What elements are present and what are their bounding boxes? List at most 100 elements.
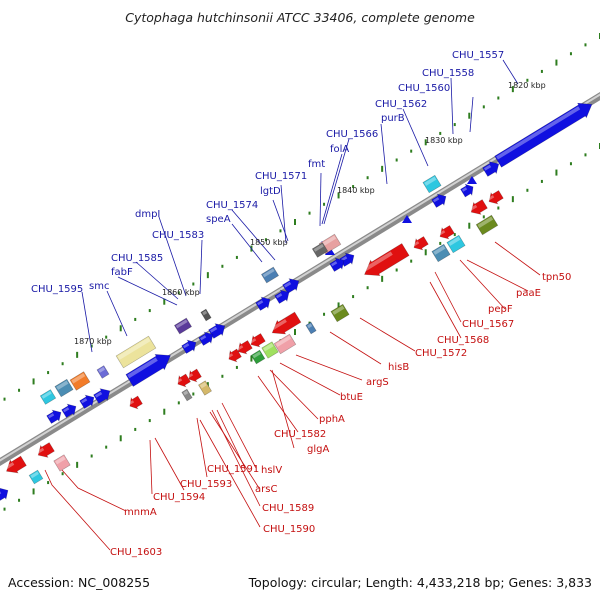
reverse-gene-arrow [237,340,253,355]
forward-gene-arrow [93,388,111,404]
forward-gene-label: fabF [111,267,133,278]
gene-block [305,321,317,335]
reverse-gene-arrow [227,348,242,363]
scale-tick [47,371,50,375]
forward-gene-arrow [494,102,593,168]
scale-tick [526,188,529,192]
scale-tick [308,211,311,215]
reverse-gene-label: mnmA [124,507,157,518]
forward-gene-label: folA [330,144,349,155]
reverse-gene-label: CHU_1567 [462,319,514,330]
forward-gene-arrow [482,161,500,177]
scale-tick [366,286,369,290]
reverse-gene-arrow [362,243,410,276]
forward-gene-labels: CHU_1557CHU_1558CHU_1560CHU_1562purBCHU_… [31,50,504,295]
leader-line [199,419,261,528]
forward-gene-label: CHU_1595 [31,284,83,295]
sequence-backbone [0,91,600,467]
leader-line [402,108,429,167]
forward-gene-label: smc [89,281,109,292]
gene-block [181,388,193,402]
reverse-gene-label: hisB [388,362,409,373]
scale-tick [90,344,93,348]
scale-tick [105,335,108,339]
forward-gene-label: purB [381,113,405,124]
forward-gene-arrow [460,183,474,198]
scale-tick [511,196,514,203]
scale-tick [192,282,195,286]
leader-line [502,59,519,85]
scale-tick [555,169,558,176]
reverse-gene-arrow [176,373,191,388]
reverse-gene-label: btuE [340,392,363,403]
reverse-gene-label: paaE [516,288,541,299]
scale-tick [163,298,166,305]
gene-block [69,371,91,391]
scale-tick [235,365,238,369]
forward-gene-label: CHU_1558 [422,68,474,79]
scale-tick [482,215,485,219]
leader-line [221,402,257,469]
leader-line [434,271,462,323]
scale-tick [381,275,384,282]
scale-tick [352,185,355,189]
leader-line [271,369,295,449]
genome-summary-text: Topology: circular; Length: 4,433,218 bp… [248,575,592,590]
reverse-gene-label: CHU_1603 [110,547,162,558]
scale-label: 1850 kbp [250,238,288,247]
forward-gene-arrow [255,296,271,311]
reverse-gene-label: CHU_1590 [263,524,315,535]
scale-tick [105,445,108,449]
gene-block [311,242,329,258]
forward-gene-arrow [402,215,412,223]
gene-block [261,266,279,284]
scale-tick [294,219,296,225]
accession-text: Accession: NC_008255 [8,575,150,590]
leader-line [279,362,341,396]
reverse-gene-arrow [439,225,455,240]
leader-line [196,417,208,478]
leader-line [321,153,343,225]
reverse-gene-label: pepF [488,304,513,315]
forward-gene-label: CHU_1571 [255,171,307,182]
scale-tick [61,472,64,476]
leader-line [494,241,541,276]
scale-label: 1860 kbp [162,288,200,297]
scale-tick [395,268,398,272]
forward-gene-label: CHU_1585 [111,253,163,264]
forward-gene-arrow [46,409,62,424]
gene-block [53,454,71,472]
scale-tick [323,312,326,316]
scale-tick [410,149,413,153]
forward-gene-arrow [181,339,197,354]
reverse-gene-label: hslV [261,465,282,476]
scale-tick [119,435,122,442]
leader-line [450,77,454,135]
label-leader-lines [44,59,541,551]
leader-line [429,281,462,339]
scale-tick [526,78,529,82]
forward-gene-label: CHU_1560 [398,83,450,94]
map-title: Cytophaga hutchinsonii ATCC 33406, compl… [125,10,475,25]
leader-line [117,276,178,306]
forward-gene-label: dmpI [135,209,160,220]
leader-line [359,317,416,352]
reverse-gene-label: CHU_1593 [180,479,232,490]
scale-tick [511,86,514,93]
scale-tick [3,507,6,511]
scale-tick [18,498,21,502]
leader-line [466,259,529,292]
reverse-gene-arrow [250,333,266,348]
leader-line [154,437,185,491]
scale-tick [148,309,151,313]
reverse-gene-label: glgA [307,444,329,455]
leader-line [459,259,506,310]
scale-tick [453,233,456,237]
scale-tick [337,192,340,199]
leader-line [81,291,93,353]
gene-block [431,243,451,263]
scale-labels: 1820 kbp 1830 kbp 1840 kbp 1850 kbp 1860 kbp… [74,81,546,346]
scale-tick [468,222,471,229]
